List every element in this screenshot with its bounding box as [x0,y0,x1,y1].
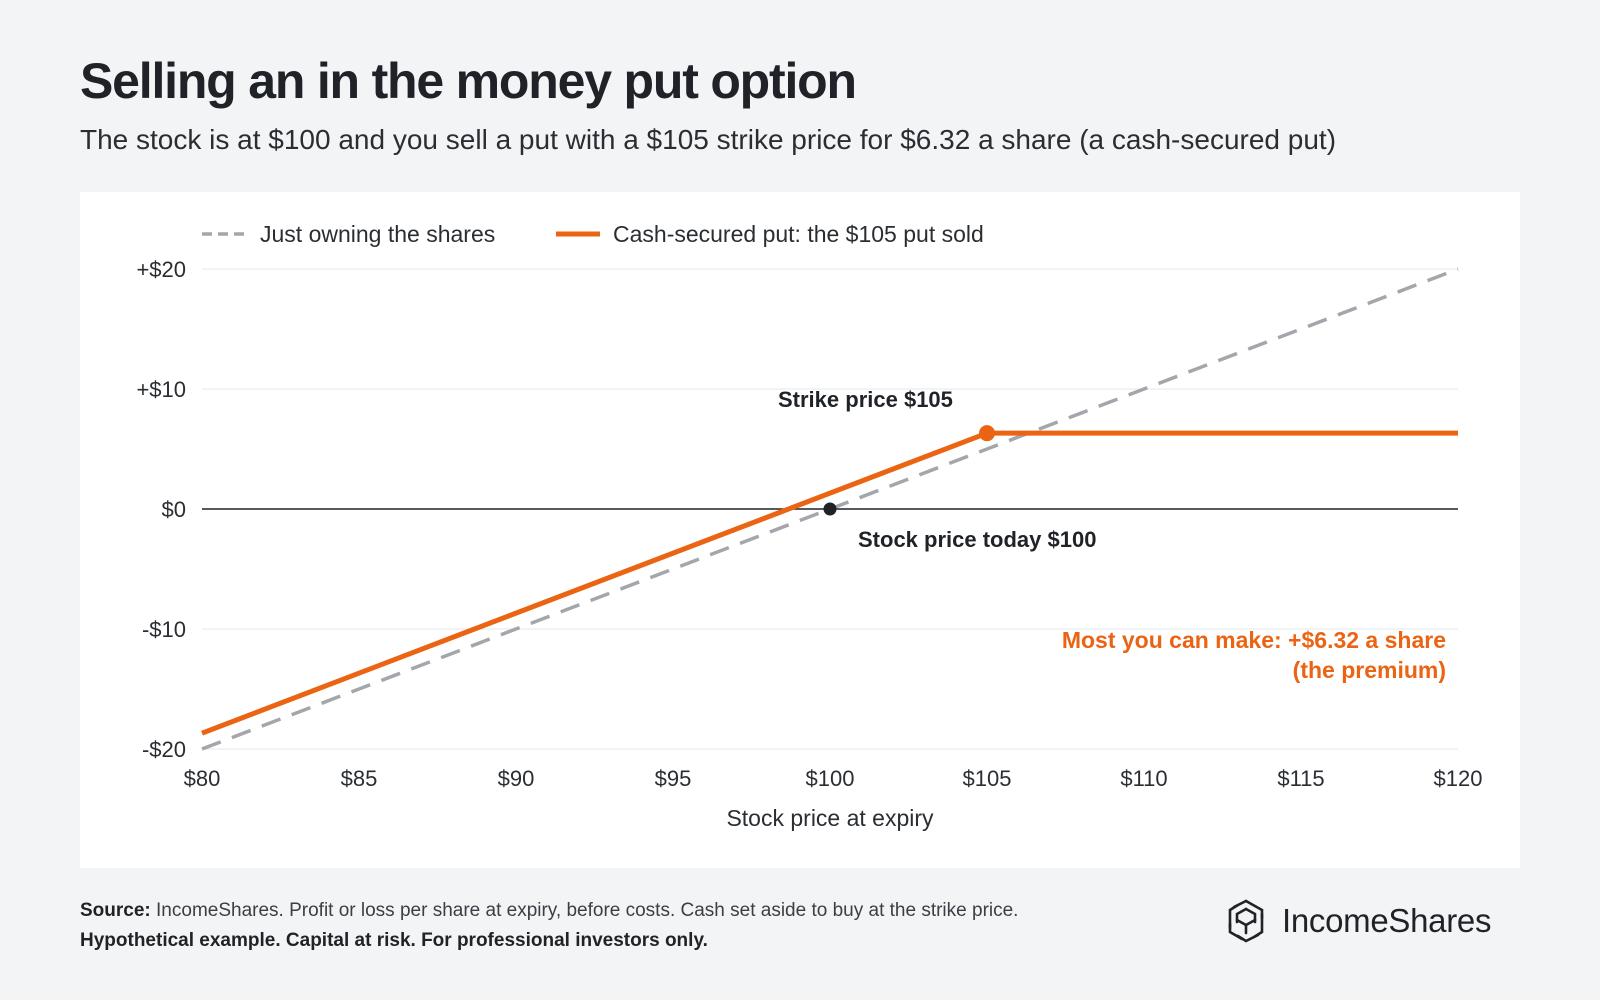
y-tick-label: -$20 [142,737,186,762]
series-line-cash-secured-put [201,430,1458,736]
legend-label-shares: Just owning the shares [260,221,495,247]
brand-logo: IncomeShares [1224,896,1491,946]
marker-stock-today [823,502,837,516]
x-tick-label: $120 [1434,766,1483,791]
stock-today-label: Stock price today $100 [858,527,1096,552]
x-tick-label: $115 [1277,766,1324,791]
strike-price-label: Strike price $105 [778,387,953,412]
max-profit-annotation: Most you can make: +$6.32 a share [1062,627,1446,653]
x-tick-label: $110 [1120,766,1167,791]
x-tick-label: $105 [963,766,1012,791]
legend-label-cash-secured-put: Cash-secured put: the $105 put sold [613,221,984,247]
x-tick-label: $90 [498,766,535,791]
y-tick-label: +$20 [136,257,186,282]
marker-strike-price [979,425,995,442]
x-tick-label: $85 [341,766,378,791]
x-tick-label: $95 [655,766,692,791]
max-profit-annotation-sub: (the premium) [1293,657,1446,683]
source-text: IncomeShares. Profit or loss per share a… [150,900,1019,921]
payoff-chart: +$20 +$10 $0 -$10 -$20 $80 $85 $90 $95 $100 $105 $1… [136,221,1483,831]
chart-panel: +$20 +$10 $0 -$10 -$20 $80 $85 $90 $95 $100 $105 $1… [80,192,1520,868]
footer-note: Source: IncomeShares. Profit or loss per… [80,896,1090,956]
source-label: Source: [80,900,151,921]
x-tick-label: $100 [806,766,855,791]
y-tick-label: +$10 [136,377,186,402]
incomeshares-logo-icon [1228,899,1264,943]
brand-name: IncomeShares [1282,902,1492,939]
disclaimer-text: Hypothetical example. Capital at risk. F… [80,930,708,951]
page-title: Selling an in the money put option [80,53,857,109]
page-subtitle: The stock is at $100 and you sell a put … [80,124,1337,155]
x-axis-title: Stock price at expiry [726,805,934,831]
y-tick-label: $0 [162,497,186,522]
x-tick-label: $80 [184,766,221,791]
y-tick-label: -$10 [142,617,186,642]
